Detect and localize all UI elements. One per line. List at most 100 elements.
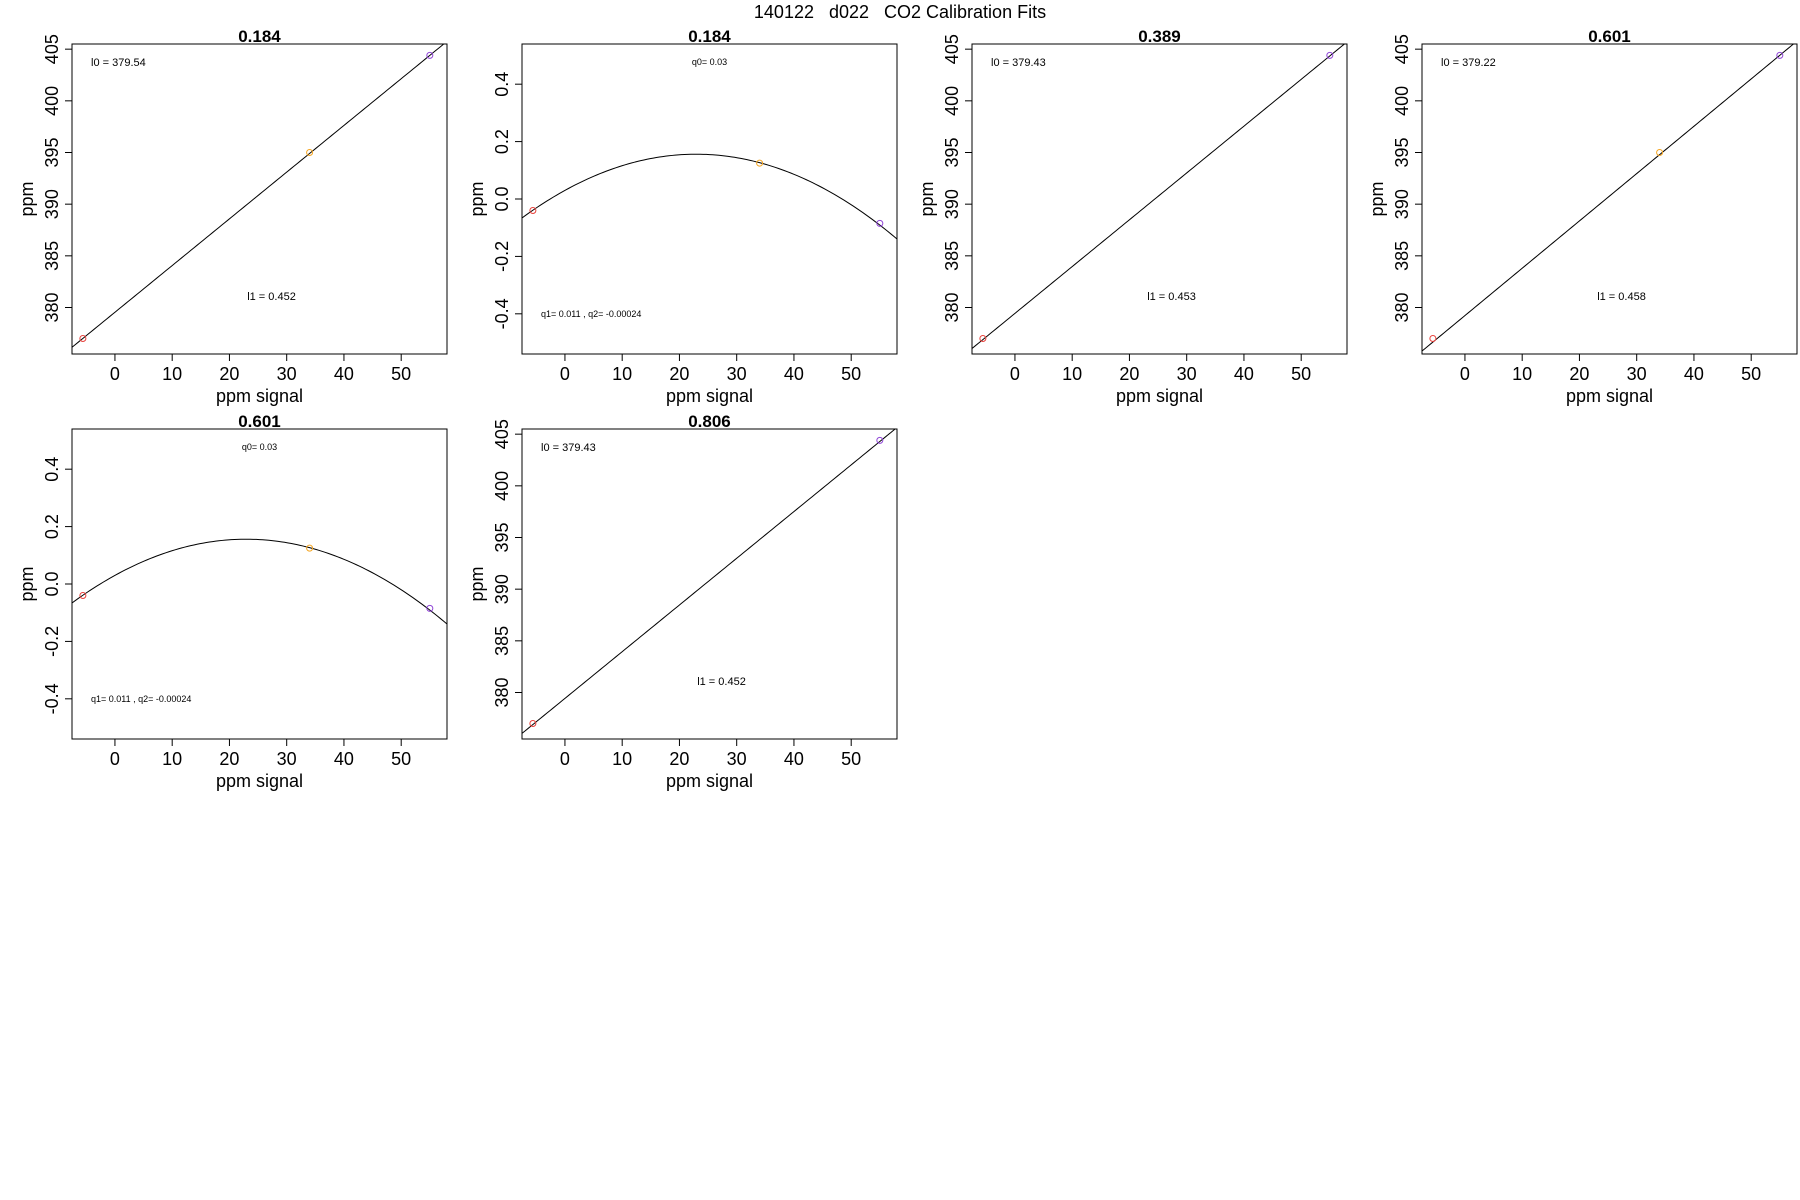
- x-tick-label: 10: [1062, 364, 1082, 384]
- y-tick-label: 405: [492, 419, 512, 449]
- x-axis-label: ppm signal: [1566, 386, 1653, 406]
- y-tick-label: 390: [492, 574, 512, 604]
- data-point: [1326, 51, 1334, 59]
- x-axis-label: ppm signal: [666, 771, 753, 791]
- x-tick-label: 0: [110, 749, 120, 769]
- fit-annotation-bottom: l1 = 0.452: [247, 291, 296, 303]
- fit-line: [72, 44, 445, 348]
- data-point: [529, 720, 537, 727]
- y-tick-label: 395: [1392, 137, 1412, 167]
- y-tick-label: 0.4: [42, 457, 62, 482]
- x-tick-label: 30: [277, 364, 297, 384]
- fit-annotation-top: l0 = 379.22: [1441, 57, 1496, 69]
- panel-title: 0.806: [688, 412, 731, 431]
- plot-frame: [521, 43, 898, 355]
- x-tick-label: 40: [1234, 364, 1254, 384]
- y-axis-label: ppm: [467, 181, 487, 216]
- x-tick-label: 10: [162, 364, 182, 384]
- fit-line: [522, 429, 896, 734]
- panel-title: 0.601: [1588, 27, 1631, 46]
- x-tick-label: 30: [277, 749, 297, 769]
- data-point: [79, 591, 87, 599]
- plot-frame: [1421, 43, 1798, 355]
- x-tick-label: 40: [334, 364, 354, 384]
- data-point: [426, 604, 434, 612]
- y-tick-label: 0.0: [492, 186, 512, 211]
- x-tick-label: 10: [1512, 364, 1532, 384]
- y-tick-label: 380: [942, 292, 962, 322]
- x-tick-label: 30: [727, 364, 747, 384]
- fit-annotation-bottom: l1 = 0.453: [1147, 291, 1196, 303]
- data-point: [306, 149, 314, 156]
- y-tick-label: 385: [942, 241, 962, 271]
- plot-svg: 0.601 0 10 20 30 40 50 -0.4 -0.2 0.0 0.2 0.4 ppm sig…: [17, 412, 448, 791]
- plot-frame: [521, 428, 898, 740]
- data-point: [876, 219, 884, 227]
- y-tick-label: 400: [492, 471, 512, 501]
- fit-line: [1422, 44, 1795, 352]
- x-tick-label: 40: [334, 749, 354, 769]
- y-tick-label: 385: [42, 241, 62, 271]
- calibration-panel-1: 0.184 0 10 20 30 40 50 380 385 390 395 400 405 ppm si…: [0, 25, 450, 410]
- data-point: [876, 436, 884, 444]
- x-tick-label: 0: [560, 749, 570, 769]
- data-point: [1776, 51, 1784, 59]
- x-tick-label: 50: [391, 364, 411, 384]
- y-axis-label: ppm: [17, 181, 37, 216]
- y-tick-label: 0.2: [42, 514, 62, 539]
- y-tick-label: 395: [942, 137, 962, 167]
- x-tick-label: 10: [162, 749, 182, 769]
- fit-annotation-top: l0 = 379.43: [541, 442, 596, 454]
- x-tick-label: 20: [669, 364, 689, 384]
- x-axis-label: ppm signal: [666, 386, 753, 406]
- x-tick-label: 50: [1741, 364, 1761, 384]
- y-tick-label: 385: [1392, 241, 1412, 271]
- x-axis-label: ppm signal: [216, 771, 303, 791]
- y-tick-label: 380: [42, 292, 62, 322]
- x-tick-label: 10: [612, 749, 632, 769]
- panel-title: 0.184: [238, 27, 281, 46]
- y-tick-label: -0.4: [42, 683, 62, 714]
- x-tick-label: 20: [669, 749, 689, 769]
- y-axis-label: ppm: [1367, 181, 1387, 216]
- y-axis-label: ppm: [917, 181, 937, 216]
- fit-annotation-top: l0 = 379.43: [991, 57, 1046, 69]
- y-tick-label: -0.2: [42, 626, 62, 657]
- fit-line: [522, 153, 897, 240]
- fit-line: [72, 538, 447, 625]
- calibration-panel-5: 0.601 0 10 20 30 40 50 -0.4 -0.2 0.0 0.2 0.4 ppm sig…: [0, 410, 450, 795]
- fit-annotation-top: q0= 0.03: [692, 57, 727, 67]
- calibration-panel-4: 0.601 0 10 20 30 40 50 380 385 390 395 400 405 ppm si…: [1350, 25, 1800, 410]
- y-tick-label: 0.4: [492, 72, 512, 97]
- y-tick-label: 405: [42, 34, 62, 64]
- x-tick-label: 40: [1684, 364, 1704, 384]
- x-tick-label: 0: [560, 364, 570, 384]
- panel-title: 0.184: [688, 27, 731, 46]
- fit-line: [972, 44, 1346, 349]
- calibration-panel-6: 0.806 0 10 20 30 40 50 380 385 390 395 400 405 ppm si…: [450, 410, 900, 795]
- y-tick-label: -0.4: [492, 298, 512, 329]
- y-tick-label: 0.0: [42, 571, 62, 596]
- plot-frame: [971, 43, 1348, 355]
- plot-svg: 0.806 0 10 20 30 40 50 380 385 390 395 400 405 ppm si…: [467, 412, 898, 791]
- y-tick-label: 385: [492, 626, 512, 656]
- data-point: [1429, 335, 1437, 342]
- x-tick-label: 50: [391, 749, 411, 769]
- x-axis-label: ppm signal: [1116, 386, 1203, 406]
- y-tick-label: 405: [1392, 34, 1412, 64]
- data-point: [1656, 149, 1664, 156]
- fit-annotation-bottom: l1 = 0.458: [1597, 291, 1646, 303]
- x-tick-label: 50: [841, 749, 861, 769]
- calibration-panel-2: 0.184 0 10 20 30 40 50 -0.4 -0.2 0.0 0.2 0.4 ppm sig…: [450, 25, 900, 410]
- y-tick-label: 380: [1392, 292, 1412, 322]
- y-tick-label: -0.2: [492, 241, 512, 272]
- data-point: [426, 51, 434, 59]
- plot-frame: [71, 43, 448, 355]
- y-tick-label: 395: [42, 137, 62, 167]
- plot-svg: 0.184 0 10 20 30 40 50 -0.4 -0.2 0.0 0.2 0.4 ppm sig…: [467, 27, 898, 406]
- x-tick-label: 20: [1569, 364, 1589, 384]
- x-axis-label: ppm signal: [216, 386, 303, 406]
- fit-annotation-top: q0= 0.03: [242, 442, 277, 452]
- calibration-panel-3: 0.389 0 10 20 30 40 50 380 385 390 395 400 405 ppm si…: [900, 25, 1350, 410]
- x-tick-label: 0: [110, 364, 120, 384]
